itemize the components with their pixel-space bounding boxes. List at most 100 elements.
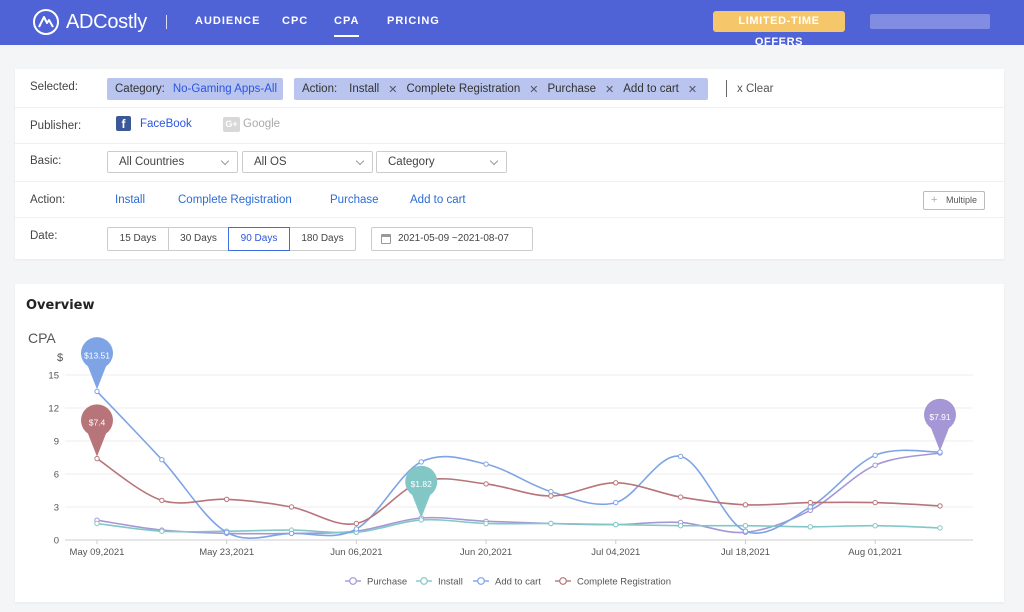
- data-point-purchase: [872, 462, 878, 468]
- chevron-down-icon: [489, 156, 499, 166]
- y-tick-label: 9: [54, 437, 59, 448]
- data-point-add-to-cart: [159, 457, 165, 463]
- basic-row: [15, 144, 1004, 182]
- publisher-google[interactable]: Google: [243, 118, 281, 130]
- overview-title: Overview: [26, 298, 95, 313]
- data-point-complete-registration: [742, 502, 749, 508]
- date-range-picker[interactable]: 2021-05-09 ~2021-08-07: [371, 227, 533, 251]
- user-account-blurred[interactable]: [870, 14, 990, 29]
- action-tag: Action: Install ✕ Complete Registration …: [294, 78, 708, 100]
- data-point-install: [937, 525, 943, 531]
- data-point-add-to-cart: [418, 459, 424, 465]
- category-select[interactable]: Category: [376, 151, 507, 173]
- y-tick-label: 6: [54, 470, 59, 481]
- days-30-button[interactable]: 30 Days: [168, 227, 229, 251]
- days-15-button[interactable]: 15 Days: [107, 227, 169, 251]
- google-plus-icon[interactable]: G+: [223, 117, 240, 132]
- basic-label: Basic:: [30, 155, 62, 167]
- remove-complete-registration-icon[interactable]: ✕: [529, 83, 539, 96]
- legend-marker: [420, 577, 428, 585]
- data-point-add-to-cart: [353, 526, 360, 532]
- data-point-install: [548, 520, 554, 527]
- data-point-add-to-cart: [613, 499, 619, 506]
- data-point-complete-registration: [872, 499, 878, 506]
- data-point-install: [418, 517, 424, 523]
- data-point-complete-registration: [937, 503, 943, 509]
- chevron-down-icon: [220, 156, 230, 166]
- legend-marker: [559, 577, 567, 585]
- data-point-install: [483, 520, 489, 527]
- brand-logo[interactable]: ADCostly: [32, 8, 147, 36]
- category-tag-label: Category:: [115, 83, 165, 95]
- nav-cpc[interactable]: CPC: [282, 15, 309, 27]
- data-point-complete-registration: [548, 493, 554, 499]
- data-point-add-to-cart: [94, 388, 100, 395]
- data-point-add-to-cart: [742, 528, 749, 534]
- overview-panel: Overview CPA $0 3 6 9 12 15 May 09,2021 May 23,2…: [15, 284, 1004, 602]
- x-tick-label: May 09,2021: [70, 547, 125, 558]
- x-tick-label: Jul 04,2021: [591, 547, 640, 558]
- category-tag[interactable]: Category: No-Gaming Apps-All: [107, 78, 283, 100]
- legend-marker: [349, 577, 357, 585]
- action-complete-registration[interactable]: Complete Registration: [178, 194, 292, 206]
- nav-pricing[interactable]: PRICING: [387, 15, 440, 27]
- annotation-pin: [924, 398, 956, 451]
- data-point-complete-registration: [483, 481, 489, 487]
- filter-panel: Selected: Category: No-Gaming Apps-All A…: [15, 69, 1004, 259]
- series-line-purchase: [96, 452, 941, 535]
- country-select[interactable]: All Countries: [107, 151, 238, 173]
- date-range-value: 2021-05-09 ~2021-08-07: [398, 233, 509, 244]
- remove-add-to-cart-icon[interactable]: ✕: [687, 83, 698, 96]
- legend-label: Install: [438, 576, 463, 587]
- days-180-button[interactable]: 180 Days: [289, 227, 356, 251]
- annotation-pin: [405, 465, 438, 518]
- selected-row: Selected: Category: No-Gaming Apps-All A…: [15, 69, 1004, 108]
- category-tag-value: No-Gaming Apps-All: [172, 83, 278, 95]
- data-point-add-to-cart: [548, 488, 554, 495]
- os-select[interactable]: All OS: [242, 151, 373, 173]
- publisher-label: Publisher:: [30, 120, 82, 132]
- data-point-add-to-cart: [872, 452, 878, 459]
- action-install[interactable]: Install: [115, 194, 146, 206]
- clear-filters-link[interactable]: x Clear: [737, 83, 774, 95]
- days-90-button[interactable]: 90 Days: [228, 227, 290, 251]
- y-tick-label: 12: [48, 404, 59, 415]
- x-tick-label: May 23,2021: [199, 547, 254, 558]
- annotation-pin: [81, 337, 113, 390]
- country-select-value: All Countries: [119, 156, 185, 168]
- facebook-icon[interactable]: f: [116, 116, 131, 131]
- annotation-label: $7.4: [89, 418, 106, 428]
- data-point-complete-registration: [288, 504, 295, 510]
- y-tick-label: 15: [48, 371, 59, 382]
- action-tag-purchase: Purchase: [547, 83, 597, 95]
- data-point-complete-registration: [159, 497, 165, 504]
- action-add-to-cart[interactable]: Add to cart: [410, 194, 466, 206]
- data-point-add-to-cart: [807, 504, 814, 510]
- publisher-facebook[interactable]: FaceBook: [140, 118, 192, 130]
- nav-cpa[interactable]: CPA: [334, 15, 360, 37]
- action-label: Action:: [30, 194, 66, 206]
- publisher-row: [15, 108, 1004, 144]
- action-purchase[interactable]: Purchase: [330, 194, 379, 206]
- chevron-down-icon: [355, 156, 365, 166]
- legend-label: Add to cart: [495, 576, 541, 587]
- action-tag-complete-registration: Complete Registration: [406, 83, 521, 95]
- data-point-add-to-cart: [288, 530, 295, 537]
- multiple-button[interactable]: + Multiple: [923, 191, 985, 210]
- remove-purchase-icon[interactable]: ✕: [605, 83, 615, 96]
- data-point-complete-registration: [677, 494, 684, 500]
- cpa-line-chart: CPA$0 3 6 9 12 15 May 09,2021 May 23,2021 Jun 06…: [28, 330, 973, 587]
- data-point-install: [677, 523, 684, 529]
- adcostly-logo-icon: [33, 9, 59, 35]
- limited-time-offers-button[interactable]: LIMITED-TIME OFFERS: [713, 11, 845, 48]
- data-point-install: [742, 523, 749, 529]
- data-point-add-to-cart: [483, 461, 489, 467]
- nav-audience[interactable]: AUDIENCE: [195, 15, 261, 27]
- data-point-complete-registration: [613, 480, 619, 486]
- x-tick-label: Jun 06,2021: [330, 547, 382, 558]
- os-select-value: All OS: [254, 156, 287, 168]
- legend-marker: [477, 577, 485, 585]
- data-point-add-to-cart: [223, 529, 230, 536]
- remove-install-icon[interactable]: ✕: [388, 83, 398, 96]
- data-point-complete-registration: [94, 455, 100, 462]
